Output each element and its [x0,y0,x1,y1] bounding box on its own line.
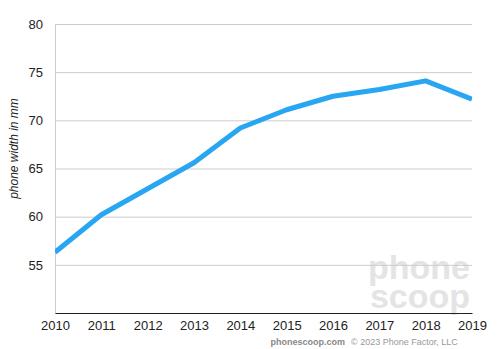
y-tick-label: 70 [29,113,43,128]
x-tick: 2014 [226,313,255,333]
y-tick-label: 55 [29,257,43,272]
x-tick: 2015 [273,313,302,333]
grid-line [55,24,472,25]
grid-line [55,169,472,170]
x-tick: 2010 [41,313,70,333]
plot: phonescoop556065707580201020112012201320… [29,17,487,334]
x-tick-label: 2011 [88,318,116,333]
watermark-text: scoop [370,277,470,315]
x-tick-label: 2019 [458,318,487,333]
y-tick-label: 75 [29,65,43,80]
x-tick-label: 2016 [319,318,348,333]
y-tick: 80 [29,17,472,32]
watermark: phonescoop [368,248,470,315]
grid-line [55,72,472,73]
x-tick: 2018 [412,313,441,333]
grid-line [55,265,472,266]
x-tick-label: 2013 [180,318,209,333]
x-tick-label: 2018 [412,318,441,333]
x-tick: 2016 [319,313,348,333]
x-tick-label: 2015 [273,318,302,333]
y-tick-label: 80 [29,17,43,32]
x-tick-label: 2010 [41,318,70,333]
y-axis-title: phone width in mm [7,98,21,200]
series [55,81,472,252]
footer-site: phonescoop.com [270,337,345,347]
y-tick-label: 65 [29,161,43,176]
x-tick: 2017 [365,313,394,333]
y-tick: 75 [29,65,472,80]
x-tick-label: 2017 [365,318,394,333]
x-axis: 2010 2011 2012 2013 2014 2015 2016 2017 2018 2019 [41,313,487,333]
data-line [55,81,472,252]
x-axis-line [56,313,473,314]
y-axis: 55 60 65 70 75 80 [29,17,472,314]
chart: phonescoop556065707580201020112012201320… [0,0,500,349]
y-tick: 65 [29,161,472,176]
grid-line [55,217,472,218]
x-tick: 2013 [180,313,209,333]
x-tick: 2019 [458,313,487,333]
x-tick: 2012 [134,313,163,333]
footer-copyright: © 2023 Phone Factor, LLC [351,337,458,347]
x-tick: 2011 [88,313,116,333]
y-tick: 55 [29,257,472,272]
x-tick-label: 2012 [134,318,163,333]
x-tick-label: 2014 [226,318,255,333]
y-tick-label: 60 [29,209,43,224]
